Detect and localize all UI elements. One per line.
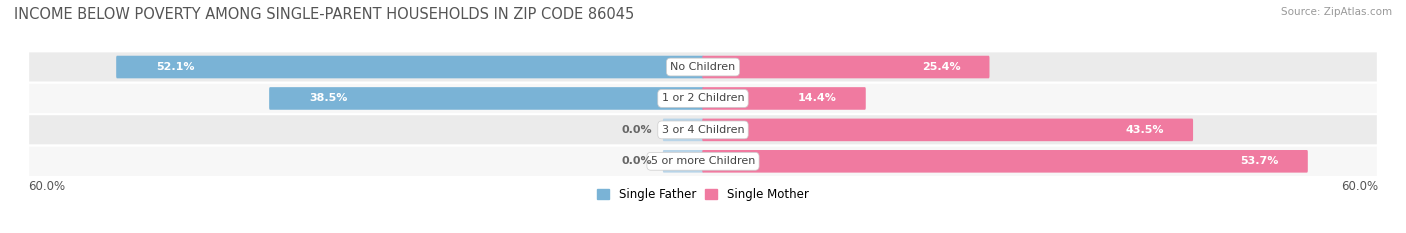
Text: 0.0%: 0.0% [621, 156, 652, 166]
FancyBboxPatch shape [117, 56, 704, 78]
Text: 5 or more Children: 5 or more Children [651, 156, 755, 166]
FancyBboxPatch shape [662, 150, 704, 173]
Legend: Single Father, Single Mother: Single Father, Single Mother [593, 183, 813, 206]
FancyBboxPatch shape [702, 150, 1308, 173]
Text: 52.1%: 52.1% [156, 62, 195, 72]
Text: 3 or 4 Children: 3 or 4 Children [662, 125, 744, 135]
FancyBboxPatch shape [702, 119, 1194, 141]
Text: Source: ZipAtlas.com: Source: ZipAtlas.com [1281, 7, 1392, 17]
Text: 43.5%: 43.5% [1126, 125, 1164, 135]
FancyBboxPatch shape [28, 114, 1378, 146]
FancyBboxPatch shape [269, 87, 704, 110]
FancyBboxPatch shape [702, 87, 866, 110]
Text: 1 or 2 Children: 1 or 2 Children [662, 93, 744, 103]
Text: 14.4%: 14.4% [799, 93, 837, 103]
FancyBboxPatch shape [28, 51, 1378, 83]
Text: No Children: No Children [671, 62, 735, 72]
Text: 38.5%: 38.5% [309, 93, 347, 103]
FancyBboxPatch shape [28, 146, 1378, 177]
FancyBboxPatch shape [702, 56, 990, 78]
Text: 60.0%: 60.0% [28, 180, 65, 192]
FancyBboxPatch shape [662, 119, 704, 141]
Text: 60.0%: 60.0% [1341, 180, 1378, 192]
Text: 0.0%: 0.0% [621, 125, 652, 135]
Text: 25.4%: 25.4% [922, 62, 960, 72]
Text: 53.7%: 53.7% [1240, 156, 1279, 166]
Text: INCOME BELOW POVERTY AMONG SINGLE-PARENT HOUSEHOLDS IN ZIP CODE 86045: INCOME BELOW POVERTY AMONG SINGLE-PARENT… [14, 7, 634, 22]
FancyBboxPatch shape [28, 83, 1378, 114]
